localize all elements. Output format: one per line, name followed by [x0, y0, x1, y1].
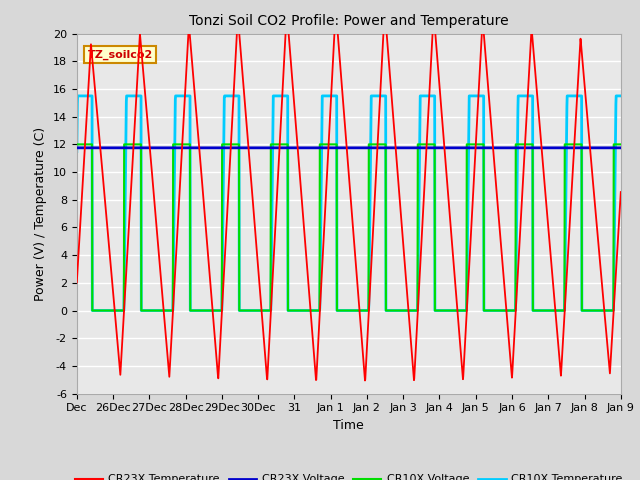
- CR10X Voltage: [602, 308, 609, 313]
- CR23X Voltage: [501, 145, 509, 151]
- CR10X Temperature: [101, 308, 109, 313]
- CR10X Temperature: [602, 308, 609, 313]
- CR10X Temperature: [73, 149, 81, 155]
- CR23X Temperature: [100, 192, 108, 198]
- CR10X Temperature: [74, 93, 81, 99]
- CR23X Temperature: [73, 279, 81, 285]
- Title: Tonzi Soil CO2 Profile: Power and Temperature: Tonzi Soil CO2 Profile: Power and Temper…: [189, 14, 509, 28]
- CR23X Voltage: [323, 145, 331, 151]
- Line: CR10X Temperature: CR10X Temperature: [77, 96, 621, 311]
- CR23X Voltage: [337, 145, 345, 151]
- Legend: CR23X Temperature, CR23X Voltage, CR10X Voltage, CR10X Temperature: CR23X Temperature, CR23X Voltage, CR10X …: [70, 470, 627, 480]
- Text: TZ_soilco2: TZ_soilco2: [88, 50, 153, 60]
- CR10X Voltage: [101, 308, 109, 313]
- CR10X Voltage: [323, 142, 331, 147]
- CR10X Temperature: [324, 93, 332, 99]
- CR23X Temperature: [602, 319, 609, 324]
- CR23X Voltage: [601, 145, 609, 151]
- CR10X Temperature: [602, 308, 609, 313]
- CR10X Temperature: [617, 93, 625, 99]
- CR23X Temperature: [617, 189, 625, 195]
- CR23X Temperature: [323, 174, 331, 180]
- X-axis label: Time: Time: [333, 419, 364, 432]
- CR23X Voltage: [73, 145, 81, 151]
- CR10X Temperature: [502, 308, 509, 313]
- CR23X Temperature: [338, 80, 346, 85]
- CR10X Temperature: [88, 308, 96, 313]
- CR23X Voltage: [617, 145, 625, 151]
- Line: CR10X Voltage: CR10X Voltage: [77, 144, 621, 311]
- CR10X Voltage: [73, 142, 81, 147]
- CR10X Voltage: [617, 142, 625, 147]
- CR23X Voltage: [601, 145, 609, 151]
- Line: CR23X Temperature: CR23X Temperature: [77, 10, 621, 381]
- CR23X Voltage: [100, 145, 108, 151]
- CR10X Temperature: [338, 308, 346, 313]
- Y-axis label: Power (V) / Temperature (C): Power (V) / Temperature (C): [35, 127, 47, 300]
- CR23X Temperature: [332, 7, 340, 12]
- CR10X Voltage: [338, 308, 346, 313]
- CR10X Voltage: [88, 308, 96, 313]
- CR10X Voltage: [601, 308, 609, 313]
- CR10X Voltage: [502, 308, 509, 313]
- CR23X Temperature: [502, 300, 509, 305]
- CR23X Temperature: [361, 378, 369, 384]
- CR23X Temperature: [602, 322, 609, 328]
